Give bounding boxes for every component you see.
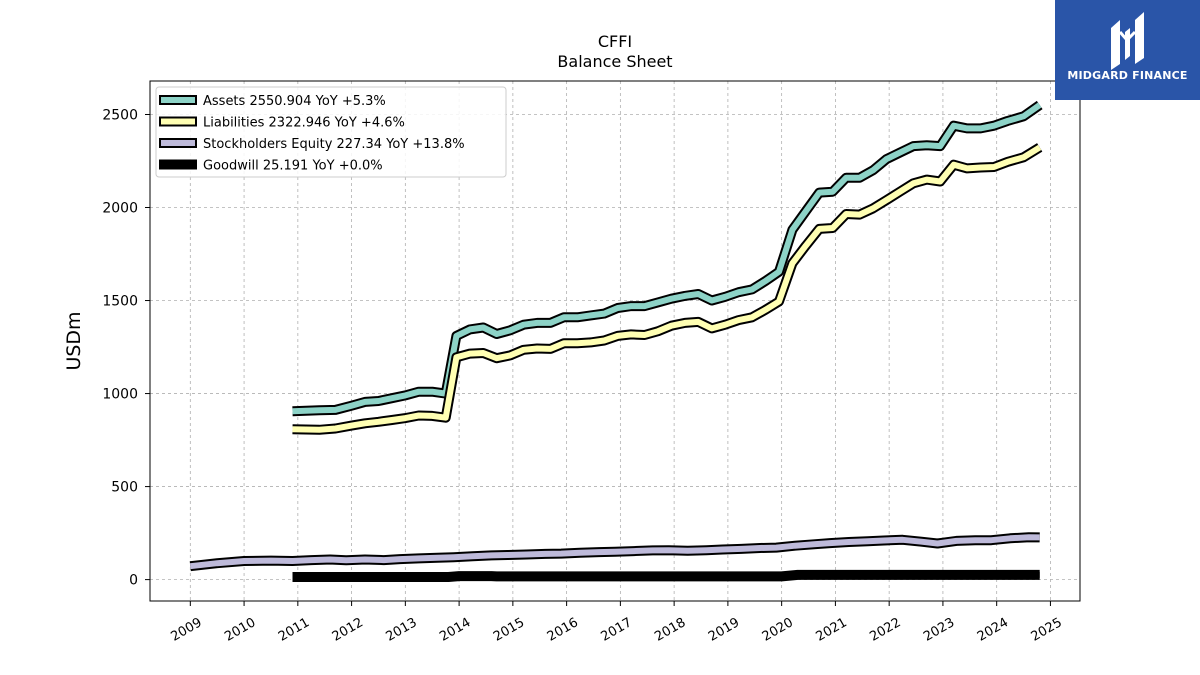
x-tick-label: 2023 (921, 615, 957, 645)
series-line-outline (292, 143, 1043, 435)
y-tick-label: 1000 (102, 387, 138, 403)
x-tick-label: 2014 (437, 615, 473, 645)
mf-monogram-icon (1111, 12, 1144, 70)
y-tick-label: 1500 (102, 294, 138, 310)
legend-swatch (159, 138, 197, 148)
series-line-fill (189, 534, 1040, 570)
series-line-fill (292, 102, 1042, 415)
brand-name: MIDGARD FINANCE (1067, 69, 1188, 82)
series-line-fill (292, 571, 1040, 580)
x-tick-label: 2021 (814, 615, 850, 645)
chart-title: CFFI (598, 32, 632, 51)
x-tick-label: 2015 (491, 615, 527, 645)
x-tick-label: 2013 (384, 615, 420, 645)
series-line-0 (292, 100, 1043, 417)
series-lines (189, 100, 1043, 582)
series-line-2 (189, 532, 1040, 572)
x-tick-label: 2018 (652, 615, 688, 645)
x-tick-label: 2022 (867, 615, 903, 645)
x-tick-label: 2016 (545, 615, 581, 645)
x-tick-label: 2011 (276, 615, 312, 645)
legend-label: Stockholders Equity 227.34 YoY +13.8% (203, 137, 465, 152)
x-tick-label: 2010 (222, 615, 258, 645)
x-tick-label: 2012 (330, 615, 366, 645)
y-tick-label: 0 (129, 573, 138, 589)
y-tick-label: 2000 (102, 201, 138, 217)
legend-swatch (159, 159, 197, 170)
x-tick-label: 2017 (599, 615, 635, 645)
x-tick-label: 2024 (975, 615, 1011, 645)
legend-frame (155, 86, 507, 178)
brand-logo: MIDGARD FINANCE (1055, 0, 1200, 100)
legend-label: Liabilities 2322.946 YoY +4.6% (203, 116, 405, 131)
legend-swatch (159, 95, 197, 105)
legend-swatch (159, 116, 197, 127)
y-tick-label: 500 (111, 480, 138, 496)
y-axis-label: USDm (63, 311, 85, 370)
x-tick-label: 2009 (168, 615, 204, 645)
x-tick-label: 2020 (760, 615, 796, 645)
series-line-1 (292, 143, 1043, 435)
plot-frame (149, 80, 1081, 602)
series-line-fill (292, 144, 1042, 433)
chart-subtitle: Balance Sheet (557, 52, 672, 71)
legend-label: Goodwill 25.191 YoY +0.0% (203, 159, 383, 174)
y-tick-label: 2500 (102, 107, 138, 123)
legend-label: Assets 2550.904 YoY +5.3% (203, 94, 386, 109)
series-line-3 (292, 569, 1040, 582)
legend: Assets 2550.904 YoY +5.3% Liabilities 232… (155, 86, 507, 178)
x-tick-label: 2025 (1029, 615, 1065, 645)
x-tick-label: 2019 (706, 615, 742, 645)
